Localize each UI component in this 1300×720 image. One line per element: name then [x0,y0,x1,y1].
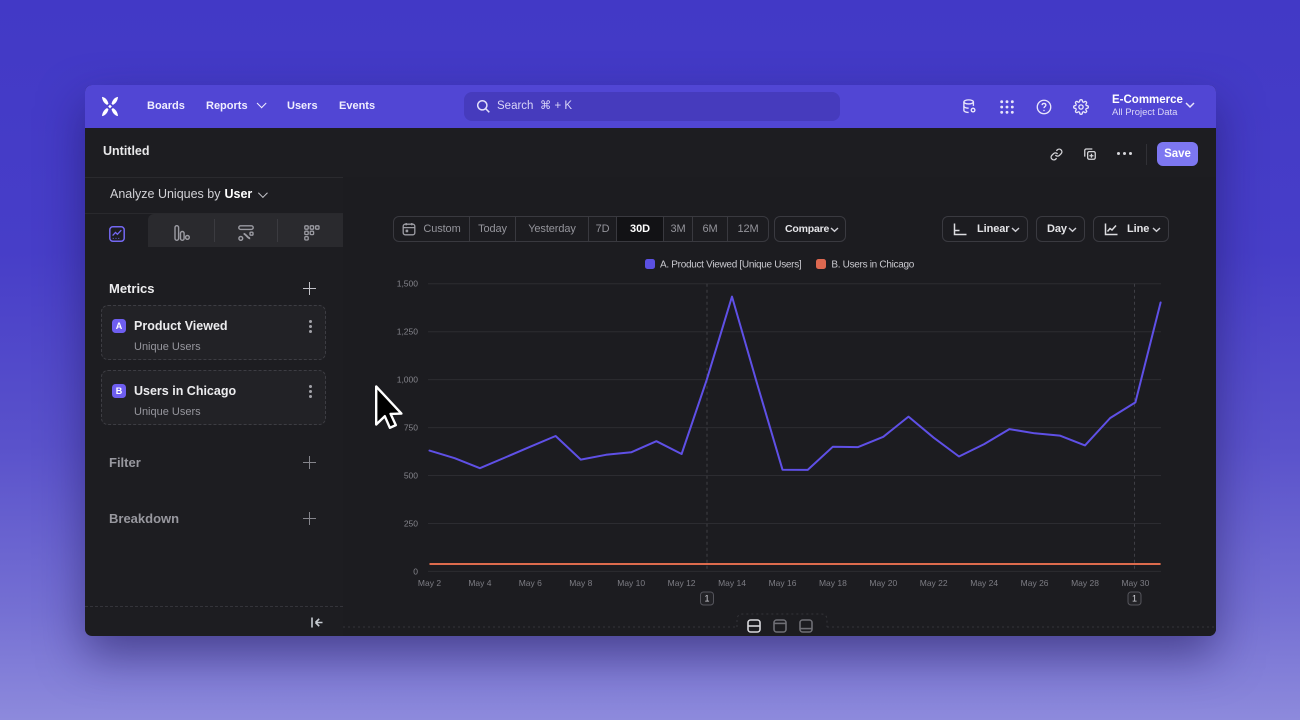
svg-text:1,250: 1,250 [397,327,419,337]
svg-text:May 8: May 8 [569,578,592,588]
svg-text:May 6: May 6 [519,578,542,588]
svg-text:May 16: May 16 [769,578,797,588]
svg-text:1: 1 [1132,594,1137,604]
svg-text:750: 750 [404,423,418,433]
svg-text:May 14: May 14 [718,578,746,588]
svg-text:1: 1 [704,594,709,604]
svg-text:500: 500 [404,471,418,481]
svg-text:May 4: May 4 [468,578,491,588]
svg-text:May 20: May 20 [869,578,897,588]
svg-text:May 28: May 28 [1071,578,1099,588]
svg-text:May 12: May 12 [668,578,696,588]
svg-text:1,000: 1,000 [397,375,419,385]
svg-text:May 24: May 24 [970,578,998,588]
svg-text:May 2: May 2 [418,578,441,588]
svg-text:250: 250 [404,519,418,529]
svg-text:1,500: 1,500 [397,279,419,289]
svg-text:May 26: May 26 [1021,578,1049,588]
svg-text:0: 0 [413,566,418,576]
svg-text:May 18: May 18 [819,578,847,588]
svg-text:May 30: May 30 [1121,578,1149,588]
svg-text:May 10: May 10 [617,578,645,588]
svg-text:May 22: May 22 [920,578,948,588]
